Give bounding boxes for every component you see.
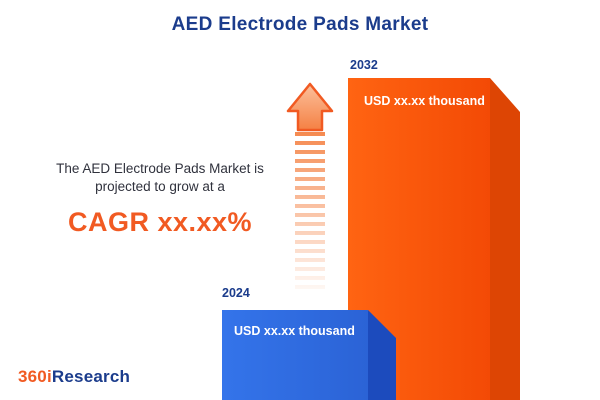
growth-statement: The AED Electrode Pads Market is project… — [14, 160, 306, 241]
growth-arrow-head-icon — [286, 82, 334, 132]
bar-label-2024: 2024 — [222, 286, 250, 300]
bar-value-2024: USD xx.xx thousand — [234, 324, 355, 338]
logo-mid: i — [46, 367, 52, 386]
brand-logo: 360iResearch — [18, 367, 130, 387]
growth-statement-line2: projected to grow at a — [95, 179, 225, 195]
cagr-value: CAGR xx.xx% — [67, 207, 253, 238]
growth-arrow-shaft-icon — [295, 132, 325, 292]
page-title: AED Electrode Pads Market — [171, 14, 429, 35]
logo-suffix: Research — [51, 367, 131, 386]
bar-value-2032: USD xx.xx thousand — [364, 94, 485, 108]
logo-prefix: 360 — [18, 367, 47, 386]
bar-2024 — [222, 310, 396, 400]
growth-statement-line1: The AED Electrode Pads Market is — [56, 161, 264, 176]
bar-label-2032: 2032 — [350, 58, 378, 72]
